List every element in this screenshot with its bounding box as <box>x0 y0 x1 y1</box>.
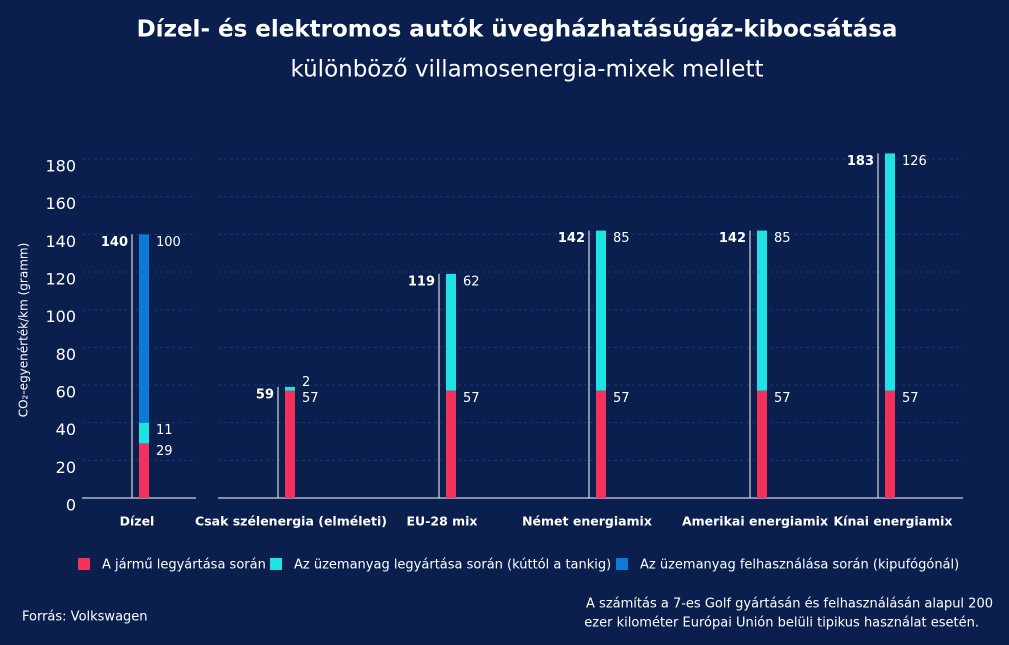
total-label: 140 <box>101 235 128 250</box>
x-tick-label: Csak szélenergia (elméleti) <box>195 514 387 529</box>
data-label: 29 <box>156 444 173 459</box>
data-label: 57 <box>302 391 319 406</box>
bar-segment <box>446 390 456 498</box>
data-label: 100 <box>156 235 181 250</box>
x-tick-label: Kínai energiamix <box>833 514 952 529</box>
bar-segment <box>757 390 767 498</box>
bar-segment <box>139 422 149 444</box>
y-tick-label: 160 <box>45 194 76 213</box>
data-label: 62 <box>463 274 480 289</box>
y-axis-label: CO₂-egyenérték/km (gramm) <box>17 243 31 418</box>
data-label: 57 <box>463 391 480 406</box>
legend-label: Az üzemanyag felhasználása során (kipufó… <box>640 558 959 573</box>
data-label: 57 <box>902 391 919 406</box>
total-label: 119 <box>408 274 435 289</box>
y-tick-label: 0 <box>66 496 76 515</box>
legend-swatch <box>616 558 628 570</box>
total-label: 59 <box>256 387 274 402</box>
legend-swatch <box>78 558 90 570</box>
bar-segment <box>596 230 606 391</box>
legend-label: A jármű legyártása során <box>102 558 266 573</box>
y-tick-label: 40 <box>56 420 76 439</box>
chart-subtitle: különböző villamosenergia-mixek mellett <box>290 57 763 83</box>
data-label: 85 <box>774 231 791 246</box>
data-label: 2 <box>302 375 310 390</box>
data-label: 126 <box>902 154 927 169</box>
total-label: 183 <box>847 154 874 169</box>
data-label: 11 <box>156 423 173 438</box>
y-tick-label: 20 <box>56 458 76 477</box>
data-label: 57 <box>774 391 791 406</box>
x-tick-label: EU-28 mix <box>407 514 478 529</box>
bar-segment <box>757 230 767 391</box>
note-line: A számítás a 7-es Golf gyártásán és felh… <box>586 597 993 612</box>
x-tick-label: Amerikai energiamix <box>682 514 828 529</box>
x-tick-label: Német energiamix <box>522 514 652 529</box>
y-tick-label: 120 <box>45 270 76 289</box>
bar-segment <box>885 390 895 498</box>
y-tick-label: 60 <box>56 383 76 402</box>
y-tick-label: 100 <box>45 307 76 326</box>
bar-segment <box>139 443 149 498</box>
legend-swatch <box>270 558 282 570</box>
bar-segment <box>596 390 606 498</box>
bar-segment <box>139 234 149 423</box>
y-tick-label: 140 <box>45 232 76 251</box>
chart-title: Dízel- és elektromos autók üvegházhatású… <box>137 17 898 43</box>
data-label: 57 <box>613 391 630 406</box>
total-label: 142 <box>558 231 585 246</box>
bar-segment <box>285 390 295 498</box>
note-line: ezer kilométer Európai Unión belüli tipi… <box>584 616 979 631</box>
source: Forrás: Volkswagen <box>22 610 148 625</box>
bar-segment <box>446 273 456 391</box>
bar-segment <box>285 386 295 391</box>
y-tick-label: 80 <box>56 345 76 364</box>
y-tick-label: 180 <box>45 157 76 176</box>
bar-segment <box>885 153 895 391</box>
total-label: 142 <box>719 231 746 246</box>
x-tick-label: Dízel <box>120 514 155 529</box>
data-label: 85 <box>613 231 630 246</box>
legend-label: Az üzemanyag legyártása során (kúttól a … <box>294 558 611 573</box>
